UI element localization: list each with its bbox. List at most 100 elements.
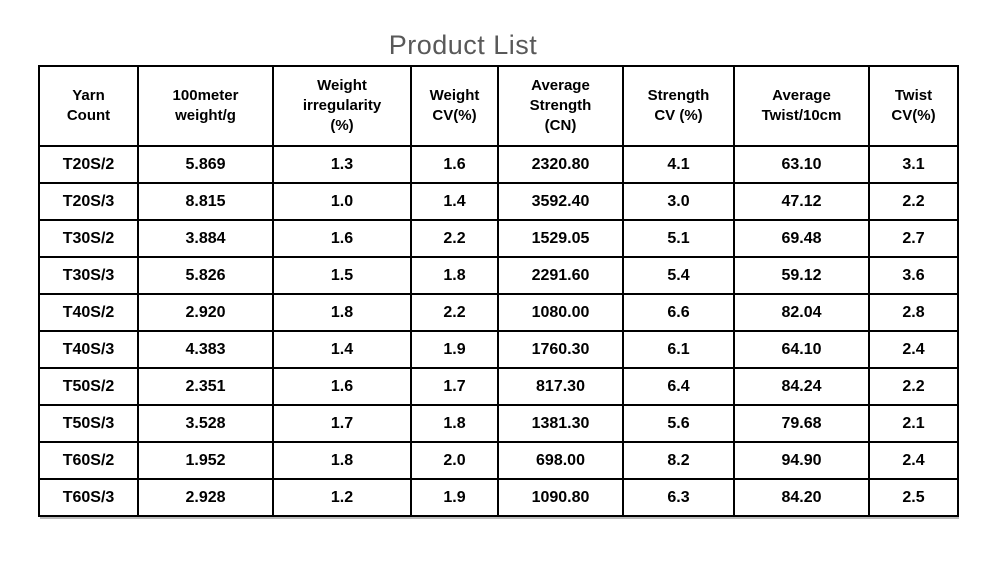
cell-yarn-count: T60S/2	[38, 441, 139, 480]
cell-average-twist: 82.04	[733, 293, 870, 332]
cell-weight-irregularity: 1.7	[272, 404, 412, 443]
table-row: T50S/2 2.351 1.6 1.7 817.30 6.4 84.24 2.…	[38, 367, 959, 406]
cell-twist-cv: 2.4	[868, 441, 959, 480]
cell-weight-irregularity: 1.2	[272, 478, 412, 517]
cell-twist-cv: 2.2	[868, 367, 959, 406]
cell-weight-cv: 1.6	[410, 145, 499, 184]
cell-yarn-count: T20S/2	[38, 145, 139, 184]
cell-twist-cv: 2.8	[868, 293, 959, 332]
cell-twist-cv: 2.2	[868, 182, 959, 221]
table-row: T20S/2 5.869 1.3 1.6 2320.80 4.1 63.10 3…	[38, 145, 959, 184]
cell-twist-cv: 2.1	[868, 404, 959, 443]
cell-weight-irregularity: 1.4	[272, 330, 412, 369]
cell-100meter-weight: 8.815	[137, 182, 274, 221]
cell-yarn-count: T20S/3	[38, 182, 139, 221]
cell-yarn-count: T30S/2	[38, 219, 139, 258]
cell-average-twist: 47.12	[733, 182, 870, 221]
cell-strength-cv: 4.1	[622, 145, 735, 184]
column-header-weight-cv: Weight CV(%)	[410, 65, 499, 147]
table-row: T50S/3 3.528 1.7 1.8 1381.30 5.6 79.68 2…	[38, 404, 959, 443]
cell-weight-irregularity: 1.0	[272, 182, 412, 221]
cell-100meter-weight: 2.928	[137, 478, 274, 517]
cell-yarn-count: T50S/2	[38, 367, 139, 406]
cell-average-twist: 94.90	[733, 441, 870, 480]
cell-average-strength: 3592.40	[497, 182, 624, 221]
cell-100meter-weight: 5.826	[137, 256, 274, 295]
table-row: T30S/3 5.826 1.5 1.8 2291.60 5.4 59.12 3…	[38, 256, 959, 295]
cell-average-twist: 59.12	[733, 256, 870, 295]
cell-average-strength: 1090.80	[497, 478, 624, 517]
cell-weight-cv: 2.0	[410, 441, 499, 480]
column-header-weight-irregularity: Weight irregularity (%)	[272, 65, 412, 147]
table-row: T40S/3 4.383 1.4 1.9 1760.30 6.1 64.10 2…	[38, 330, 959, 369]
cell-yarn-count: T60S/3	[38, 478, 139, 517]
cell-100meter-weight: 4.383	[137, 330, 274, 369]
cell-strength-cv: 3.0	[622, 182, 735, 221]
column-header-strength-cv: Strength CV (%)	[622, 65, 735, 147]
cell-average-twist: 84.20	[733, 478, 870, 517]
cell-twist-cv: 3.6	[868, 256, 959, 295]
cell-100meter-weight: 5.869	[137, 145, 274, 184]
cell-twist-cv: 2.7	[868, 219, 959, 258]
cell-weight-irregularity: 1.3	[272, 145, 412, 184]
cell-weight-irregularity: 1.8	[272, 441, 412, 480]
cell-strength-cv: 6.4	[622, 367, 735, 406]
page-title: Product List	[388, 30, 538, 60]
table-header-row: Yarn Count 100meter weight/g Weight irre…	[38, 65, 959, 147]
cell-average-strength: 698.00	[497, 441, 624, 480]
cell-twist-cv: 3.1	[868, 145, 959, 184]
cell-weight-cv: 1.4	[410, 182, 499, 221]
cell-weight-cv: 2.2	[410, 293, 499, 332]
cell-weight-cv: 1.9	[410, 330, 499, 369]
product-list-table: Yarn Count 100meter weight/g Weight irre…	[38, 65, 959, 517]
cell-strength-cv: 5.1	[622, 219, 735, 258]
cell-average-strength: 1381.30	[497, 404, 624, 443]
table-row: T60S/2 1.952 1.8 2.0 698.00 8.2 94.90 2.…	[38, 441, 959, 480]
cell-strength-cv: 5.4	[622, 256, 735, 295]
column-header-100meter-weight: 100meter weight/g	[137, 65, 274, 147]
cell-weight-irregularity: 1.6	[272, 367, 412, 406]
cell-strength-cv: 5.6	[622, 404, 735, 443]
title-container: Product List	[38, 30, 888, 61]
cell-average-strength: 817.30	[497, 367, 624, 406]
cell-average-strength: 2320.80	[497, 145, 624, 184]
cell-average-twist: 69.48	[733, 219, 870, 258]
cell-average-twist: 63.10	[733, 145, 870, 184]
column-header-yarn-count: Yarn Count	[38, 65, 139, 147]
column-header-average-twist: Average Twist/10cm	[733, 65, 870, 147]
cell-weight-cv: 1.8	[410, 404, 499, 443]
cell-weight-irregularity: 1.5	[272, 256, 412, 295]
cell-yarn-count: T30S/3	[38, 256, 139, 295]
cell-weight-cv: 1.9	[410, 478, 499, 517]
cell-twist-cv: 2.5	[868, 478, 959, 517]
cell-strength-cv: 6.1	[622, 330, 735, 369]
cell-average-strength: 1760.30	[497, 330, 624, 369]
cell-weight-cv: 1.7	[410, 367, 499, 406]
cell-100meter-weight: 3.528	[137, 404, 274, 443]
cell-strength-cv: 6.3	[622, 478, 735, 517]
cell-weight-cv: 2.2	[410, 219, 499, 258]
cell-100meter-weight: 2.351	[137, 367, 274, 406]
column-header-average-strength: Average Strength (CN)	[497, 65, 624, 147]
cell-average-twist: 64.10	[733, 330, 870, 369]
column-header-twist-cv: Twist CV(%)	[868, 65, 959, 147]
cell-weight-irregularity: 1.6	[272, 219, 412, 258]
cell-yarn-count: T50S/3	[38, 404, 139, 443]
cell-average-strength: 2291.60	[497, 256, 624, 295]
table-row: T40S/2 2.920 1.8 2.2 1080.00 6.6 82.04 2…	[38, 293, 959, 332]
cell-yarn-count: T40S/3	[38, 330, 139, 369]
table-row: T30S/2 3.884 1.6 2.2 1529.05 5.1 69.48 2…	[38, 219, 959, 258]
cell-100meter-weight: 3.884	[137, 219, 274, 258]
cell-yarn-count: T40S/2	[38, 293, 139, 332]
cell-weight-irregularity: 1.8	[272, 293, 412, 332]
cell-average-strength: 1080.00	[497, 293, 624, 332]
cell-weight-cv: 1.8	[410, 256, 499, 295]
cell-100meter-weight: 1.952	[137, 441, 274, 480]
cell-average-strength: 1529.05	[497, 219, 624, 258]
cell-twist-cv: 2.4	[868, 330, 959, 369]
cell-average-twist: 79.68	[733, 404, 870, 443]
cell-average-twist: 84.24	[733, 367, 870, 406]
table-row: T20S/3 8.815 1.0 1.4 3592.40 3.0 47.12 2…	[38, 182, 959, 221]
cell-strength-cv: 6.6	[622, 293, 735, 332]
